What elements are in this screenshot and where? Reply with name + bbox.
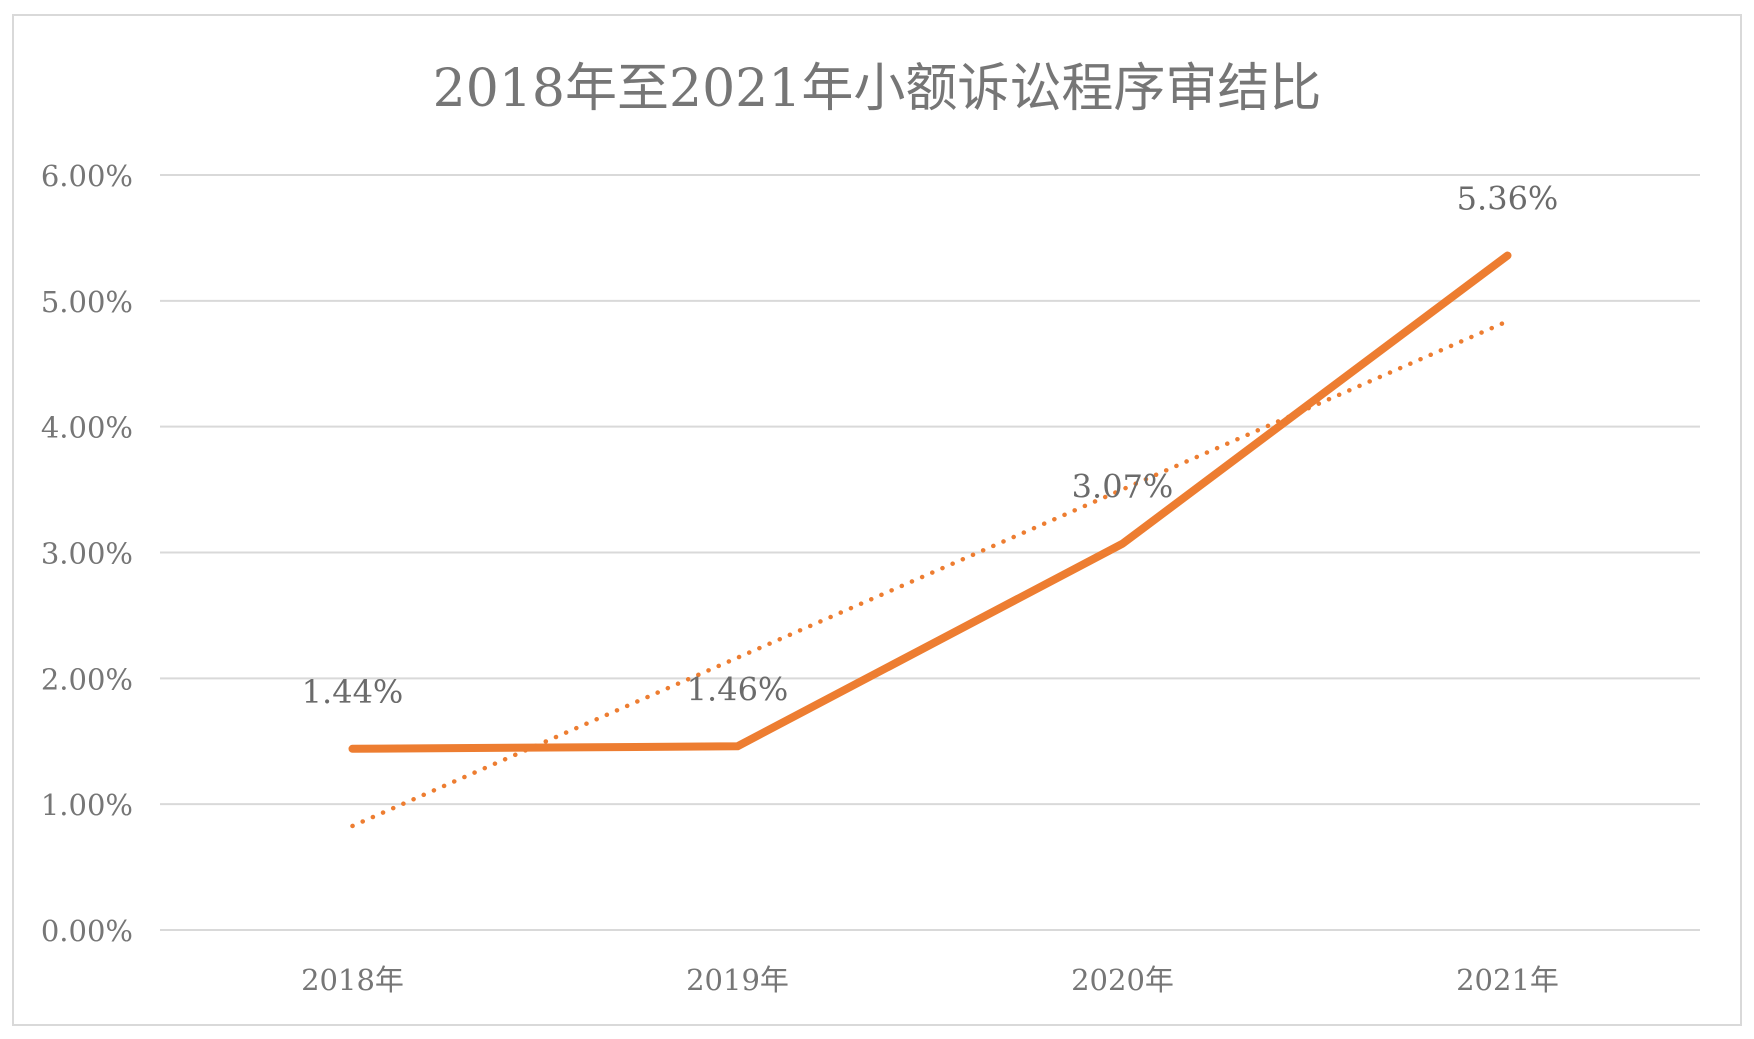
- data-label: 1.46%: [687, 670, 789, 708]
- y-tick-label: 0.00%: [41, 914, 133, 948]
- series-line: [348, 251, 1512, 753]
- x-tick-label: 2020年: [1071, 963, 1174, 997]
- y-axis-tick-labels: 0.00% 1.00% 2.00% 3.00% 4.00% 5.00% 6.00%: [41, 159, 133, 948]
- chart-title: 2018年至2021年小额诉讼程序审结比: [433, 59, 1322, 119]
- y-tick-label: 6.00%: [41, 159, 133, 193]
- chart-frame: [12, 14, 1742, 1026]
- x-axis-tick-labels: 2018年 2019年 2020年 2021年: [301, 963, 1559, 997]
- trendline: [350, 318, 1510, 829]
- y-tick-label: 4.00%: [41, 411, 133, 445]
- y-tick-label: 3.00%: [41, 537, 133, 571]
- x-tick-label: 2019年: [686, 963, 789, 997]
- data-label: 5.36%: [1457, 180, 1559, 218]
- series-lines: [348, 251, 1512, 753]
- x-tick-label: 2021年: [1456, 963, 1559, 997]
- trendline-path: [350, 318, 1510, 829]
- y-tick-label: 2.00%: [41, 662, 133, 696]
- x-tick-label: 2018年: [301, 963, 404, 997]
- data-labels: 1.44% 1.46% 3.07% 5.36%: [302, 180, 1559, 711]
- data-label: 3.07%: [1072, 468, 1174, 506]
- data-label: 1.44%: [302, 673, 404, 711]
- y-tick-label: 1.00%: [41, 788, 133, 822]
- y-tick-label: 5.00%: [41, 285, 133, 319]
